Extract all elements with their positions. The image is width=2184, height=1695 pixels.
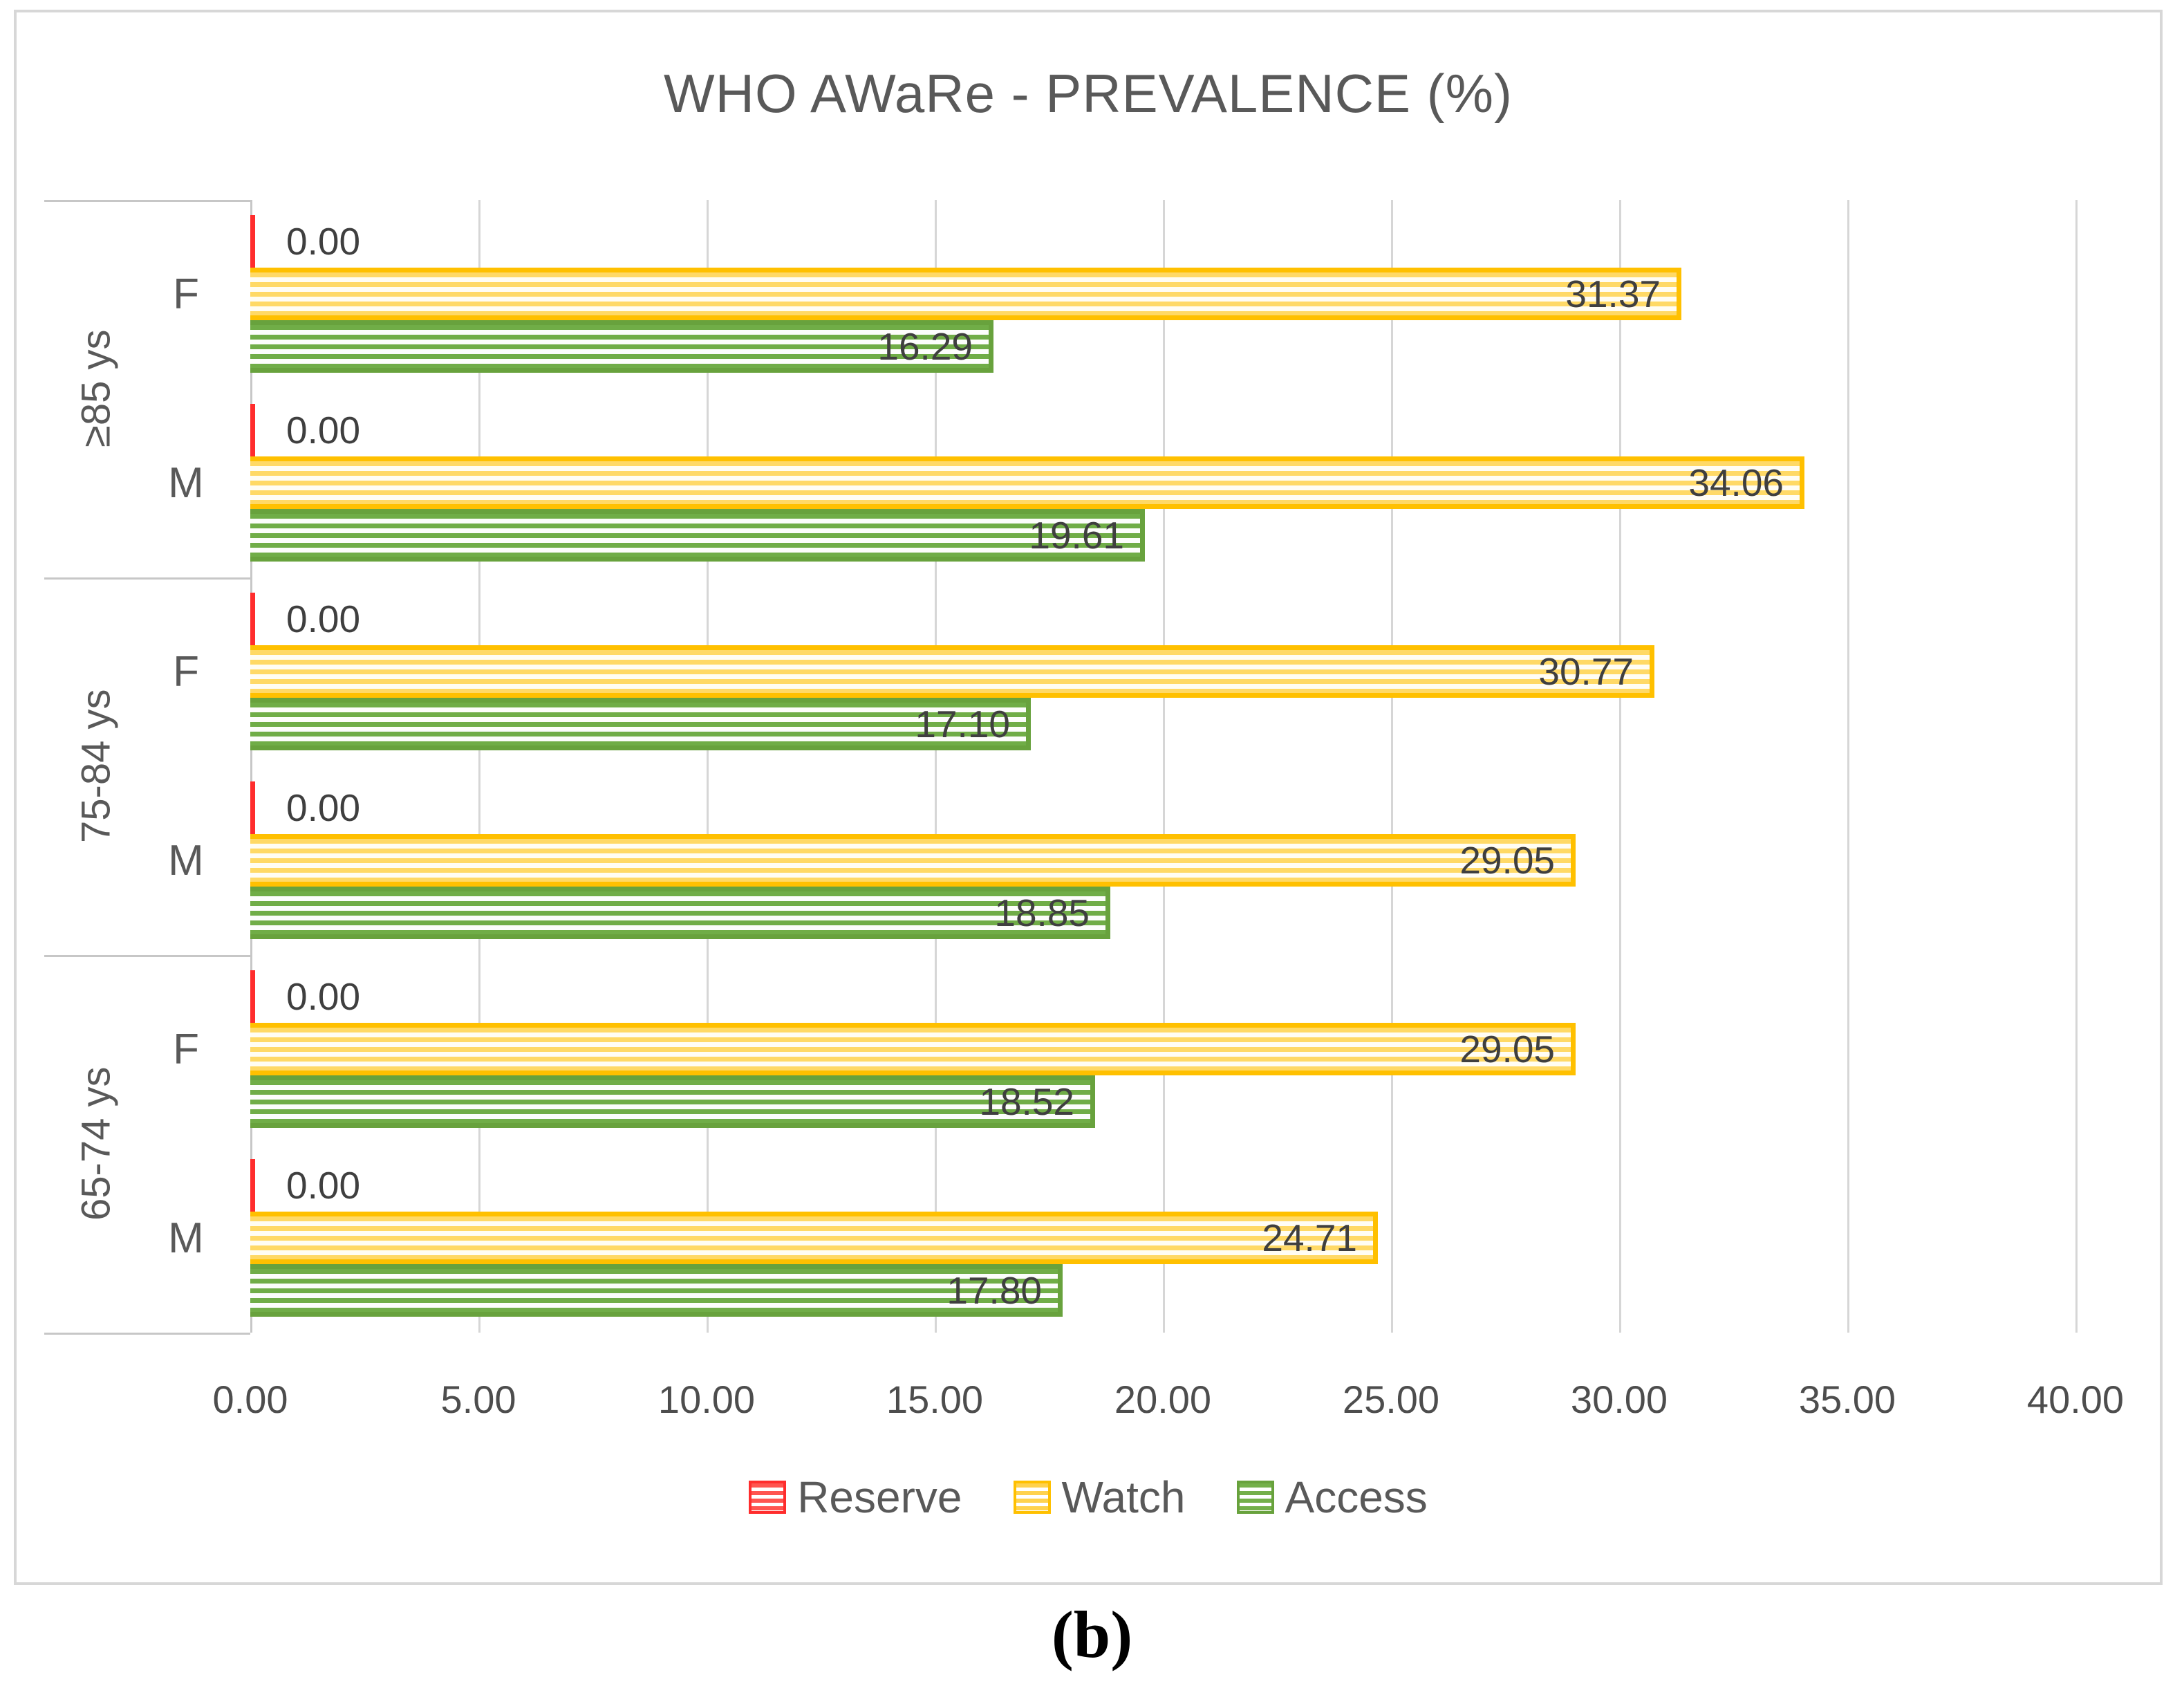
sex-label: F <box>173 1026 199 1073</box>
bar-value-label: 29.05 <box>1459 839 1555 882</box>
bar-value-label: 30.77 <box>1538 650 1634 693</box>
bar-value-label: 19.61 <box>1029 514 1124 557</box>
access-swatch-icon <box>1236 1481 1274 1514</box>
bar-access-f-2 <box>250 1075 1095 1128</box>
x-axis-tick-label: 0.00 <box>212 1378 288 1421</box>
legend-item-access: Access <box>1236 1472 1428 1523</box>
watch-swatch-icon <box>1013 1481 1051 1514</box>
bar-watch-m-1 <box>250 834 1576 887</box>
bar-reserve-f-1 <box>250 593 255 645</box>
bar-watch-m-0 <box>250 456 1804 509</box>
bar-value-label: 0.00 <box>286 220 361 263</box>
bar-value-label: 18.85 <box>994 891 1090 934</box>
bar-value-label: 16.29 <box>877 325 973 368</box>
bar-reserve-f-0 <box>250 215 255 268</box>
gridline <box>1391 200 1393 1333</box>
gridline <box>707 200 709 1333</box>
x-axis-tick-label: 5.00 <box>440 1378 516 1421</box>
legend-item-reserve: Reserve <box>749 1472 962 1523</box>
legend-item-watch: Watch <box>1013 1472 1186 1523</box>
bar-access-m-2 <box>250 1264 1063 1317</box>
legend-label: Access <box>1285 1472 1428 1522</box>
sex-label: M <box>168 1214 204 1262</box>
reserve-swatch-icon <box>749 1481 787 1514</box>
chart-title: WHO AWaRe - PREVALENCE (%) <box>664 63 1513 124</box>
bar-value-label: 34.06 <box>1688 461 1784 504</box>
bar-access-m-1 <box>250 887 1110 939</box>
x-axis-tick-label: 25.00 <box>1342 1378 1440 1421</box>
age-group-label: 75-84 ys <box>73 689 119 844</box>
bar-reserve-m-2 <box>250 1159 255 1212</box>
bar-value-label: 17.10 <box>915 703 1010 745</box>
x-axis-tick-label: 10.00 <box>657 1378 756 1421</box>
chart-figure: WHO AWaRe - PREVALENCE (%) Reserve Watch A… <box>14 10 2163 1585</box>
group-separator-line <box>44 1333 250 1335</box>
group-separator-line <box>44 577 250 580</box>
bar-access-f-1 <box>250 698 1031 750</box>
gridline <box>1163 200 1165 1333</box>
bar-value-label: 18.52 <box>979 1080 1074 1123</box>
sex-label: M <box>168 837 204 884</box>
x-axis-tick-label: 40.00 <box>2026 1378 2125 1421</box>
bar-value-label: 0.00 <box>286 975 361 1018</box>
bar-value-label: 0.00 <box>286 1164 361 1207</box>
bar-watch-f-0 <box>250 268 1681 320</box>
bar-value-label: 24.71 <box>1262 1216 1357 1259</box>
chart-legend: Reserve Watch Access <box>17 1472 2160 1523</box>
bar-reserve-m-0 <box>250 404 255 456</box>
x-axis-tick-label: 35.00 <box>1798 1378 1896 1421</box>
bar-access-f-0 <box>250 320 993 373</box>
gridline <box>1619 200 1621 1333</box>
bar-value-label: 31.37 <box>1565 272 1661 315</box>
bar-reserve-m-1 <box>250 781 255 834</box>
sex-label: F <box>173 270 199 318</box>
gridline <box>2075 200 2078 1333</box>
age-group-label: ≥85 ys <box>73 329 119 448</box>
legend-label: Reserve <box>797 1472 962 1522</box>
gridline <box>1847 200 1849 1333</box>
bar-access-m-0 <box>250 509 1145 562</box>
bar-value-label: 29.05 <box>1459 1028 1555 1071</box>
bar-value-label: 0.00 <box>286 786 361 829</box>
bar-watch-f-1 <box>250 645 1654 698</box>
bar-value-label: 0.00 <box>286 598 361 640</box>
group-separator-line <box>44 200 250 202</box>
gridline <box>935 200 937 1333</box>
x-axis-tick-label: 30.00 <box>1570 1378 1668 1421</box>
x-axis-tick-label: 15.00 <box>886 1378 984 1421</box>
category-axis-line <box>250 200 252 1333</box>
sex-label: F <box>173 648 199 696</box>
age-group-label: 65-74 ys <box>73 1066 119 1221</box>
sex-label: M <box>168 459 204 507</box>
legend-label: Watch <box>1061 1472 1186 1522</box>
group-separator-line <box>44 955 250 957</box>
bar-value-label: 17.80 <box>946 1269 1042 1312</box>
bar-watch-f-2 <box>250 1023 1576 1075</box>
bar-value-label: 0.00 <box>286 409 361 452</box>
bar-reserve-f-2 <box>250 970 255 1023</box>
gridline <box>478 200 480 1333</box>
bar-watch-m-2 <box>250 1212 1378 1264</box>
figure-caption: (b) <box>1051 1597 1133 1671</box>
x-axis-tick-label: 20.00 <box>1114 1378 1212 1421</box>
